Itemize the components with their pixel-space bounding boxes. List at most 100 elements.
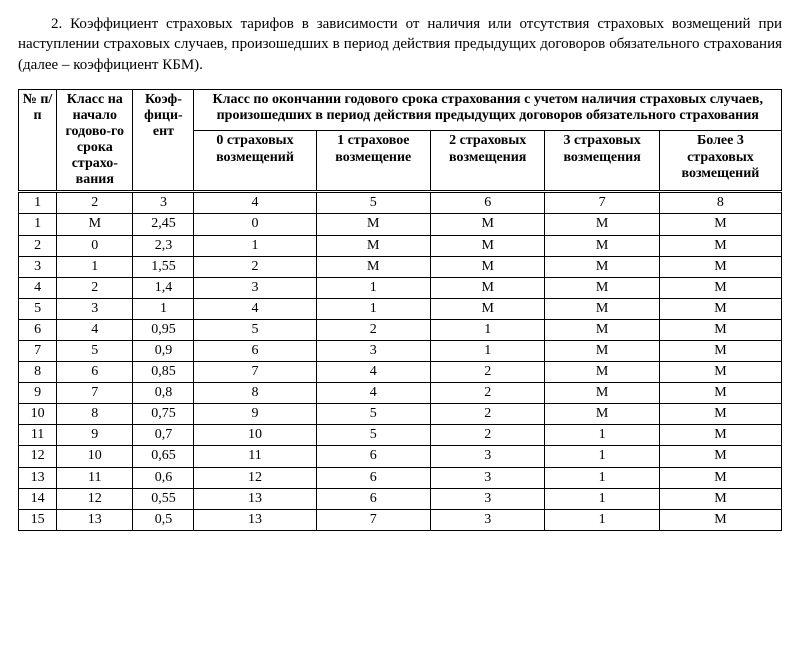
table-cell: 1,55 xyxy=(133,256,194,277)
table-cell: 3 xyxy=(430,509,544,530)
table-cell: 4 xyxy=(57,319,133,340)
table-row: 1080,75952ММ xyxy=(19,404,782,425)
table-cell: 13 xyxy=(19,467,57,488)
table-cell: 5 xyxy=(194,319,316,340)
table-cell: М xyxy=(659,425,781,446)
table-cell: М xyxy=(545,214,659,235)
table-cell: 15 xyxy=(19,509,57,530)
table-cell: М xyxy=(659,509,781,530)
table-cell: 0,65 xyxy=(133,446,194,467)
table-cell: 11 xyxy=(194,446,316,467)
table-cell: М xyxy=(316,256,430,277)
colnum-cell: 6 xyxy=(430,192,544,214)
th-sub-1: 1 страховое возмещение xyxy=(316,131,430,192)
table-cell: 3 xyxy=(57,298,133,319)
table-cell: 4 xyxy=(194,298,316,319)
table-cell: 11 xyxy=(19,425,57,446)
table-cell: 0,6 xyxy=(133,467,194,488)
table-cell: 2 xyxy=(194,256,316,277)
table-cell: М xyxy=(659,383,781,404)
table-cell: 2 xyxy=(430,362,544,383)
table-cell: М xyxy=(545,235,659,256)
table-row: 750,9631ММ xyxy=(19,340,782,361)
table-cell: М xyxy=(545,298,659,319)
table-row: 421,431МММ xyxy=(19,277,782,298)
table-cell: 6 xyxy=(57,362,133,383)
table-row: 53141МММ xyxy=(19,298,782,319)
table-cell: 2 xyxy=(430,425,544,446)
table-cell: М xyxy=(545,404,659,425)
table-cell: 4 xyxy=(316,362,430,383)
th-sub-2: 2 страховых возмещения xyxy=(430,131,544,192)
table-cell: 9 xyxy=(194,404,316,425)
table-cell: 0,95 xyxy=(133,319,194,340)
table-cell: М xyxy=(57,214,133,235)
table-cell: М xyxy=(659,362,781,383)
table-cell: 1 xyxy=(545,488,659,509)
table-cell: М xyxy=(316,214,430,235)
table-cell: 13 xyxy=(194,488,316,509)
intro-paragraph: 2. Коэффициент страховых тарифов в завис… xyxy=(18,14,782,75)
table-cell: 7 xyxy=(57,383,133,404)
table-cell: М xyxy=(545,383,659,404)
colnum-cell: 4 xyxy=(194,192,316,214)
table-cell: 4 xyxy=(316,383,430,404)
table-cell: 9 xyxy=(57,425,133,446)
table-cell: 3 xyxy=(316,340,430,361)
table-cell: М xyxy=(659,256,781,277)
th-sub-4: Более 3 страховых возмещений xyxy=(659,131,781,192)
table-cell: 2 xyxy=(430,383,544,404)
table-cell: М xyxy=(659,214,781,235)
table-cell: 1 xyxy=(430,319,544,340)
table-cell: 6 xyxy=(316,446,430,467)
table-row: 12100,6511631М xyxy=(19,446,782,467)
table-cell: М xyxy=(430,298,544,319)
colnum-cell: 5 xyxy=(316,192,430,214)
table-cell: 1 xyxy=(133,298,194,319)
table-cell: 10 xyxy=(194,425,316,446)
table-cell: М xyxy=(545,362,659,383)
table-cell: 1 xyxy=(19,214,57,235)
table-row: 640,95521ММ xyxy=(19,319,782,340)
table-cell: М xyxy=(430,214,544,235)
table-cell: 1 xyxy=(316,298,430,319)
table-cell: 3 xyxy=(430,446,544,467)
table-cell: 2,3 xyxy=(133,235,194,256)
table-cell: 11 xyxy=(57,467,133,488)
table-cell: 2 xyxy=(57,277,133,298)
table-cell: М xyxy=(430,256,544,277)
table-cell: 3 xyxy=(19,256,57,277)
table-cell: 0,9 xyxy=(133,340,194,361)
table-cell: 8 xyxy=(57,404,133,425)
table-row: 311,552ММММ xyxy=(19,256,782,277)
table-cell: 4 xyxy=(19,277,57,298)
table-cell: 6 xyxy=(316,467,430,488)
colnum-cell: 3 xyxy=(133,192,194,214)
th-coef: Коэф-фици-ент xyxy=(133,89,194,192)
table-cell: 6 xyxy=(19,319,57,340)
table-cell: 0,7 xyxy=(133,425,194,446)
table-cell: 0,55 xyxy=(133,488,194,509)
table-cell: 12 xyxy=(57,488,133,509)
table-cell: М xyxy=(659,298,781,319)
table-cell: 2 xyxy=(316,319,430,340)
colnum-cell: 1 xyxy=(19,192,57,214)
table-cell: 7 xyxy=(316,509,430,530)
table-row: 1190,710521М xyxy=(19,425,782,446)
table-body: 123456781М2,450ММММ202,31ММММ311,552ММММ… xyxy=(19,192,782,531)
colnum-cell: 2 xyxy=(57,192,133,214)
table-row: 14120,5513631М xyxy=(19,488,782,509)
table-row: 13110,612631М xyxy=(19,467,782,488)
table-cell: 0,8 xyxy=(133,383,194,404)
table-cell: 0,5 xyxy=(133,509,194,530)
table-cell: 10 xyxy=(57,446,133,467)
table-cell: 13 xyxy=(57,509,133,530)
table-cell: 0 xyxy=(194,214,316,235)
table-cell: 7 xyxy=(194,362,316,383)
th-sub-0: 0 страховых возмещений xyxy=(194,131,316,192)
table-cell: 13 xyxy=(194,509,316,530)
table-cell: 5 xyxy=(316,404,430,425)
table-cell: 1 xyxy=(57,256,133,277)
table-cell: 12 xyxy=(194,467,316,488)
table-cell: 2 xyxy=(19,235,57,256)
